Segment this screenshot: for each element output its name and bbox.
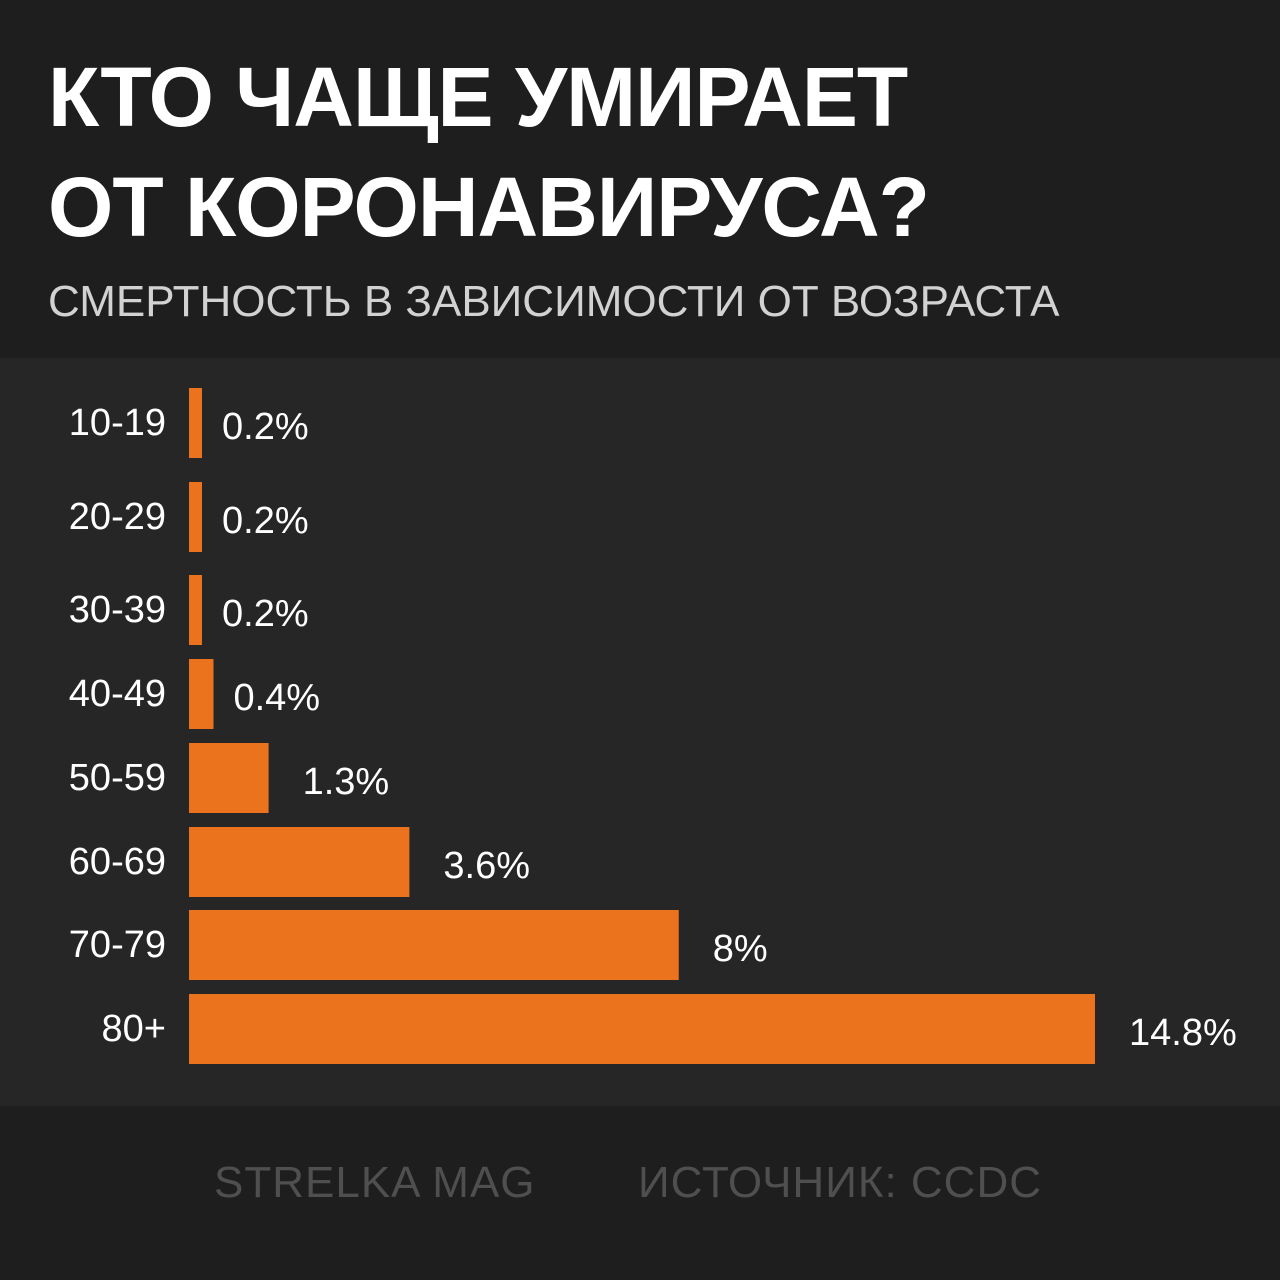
value-label: 8% xyxy=(713,928,768,970)
bar-40-49 xyxy=(189,659,214,729)
page-title: КТО ЧАЩЕ УМИРАЕТ ОТ КОРОНАВИРУСА? xyxy=(48,42,1228,262)
bar-10-19 xyxy=(189,388,202,458)
category-label: 40-49 xyxy=(69,673,166,715)
value-label: 0.2% xyxy=(222,406,309,448)
bar-20-29 xyxy=(189,482,202,552)
category-label: 30-39 xyxy=(69,589,166,631)
footer: STRELKA MAG ИСТОЧНИК: CCDC xyxy=(0,1158,1280,1218)
title-line-2: ОТ КОРОНАВИРУСА? xyxy=(48,160,930,254)
category-label: 60-69 xyxy=(69,841,166,883)
category-label: 80+ xyxy=(102,1008,166,1050)
value-label: 1.3% xyxy=(303,761,390,803)
chart-panel: 10-19 0.2% 20-29 0.2% 30-39 0.2% 40-49 0.4% 50-5… xyxy=(0,358,1280,1106)
category-label: 70-79 xyxy=(69,924,166,966)
category-label: 20-29 xyxy=(69,496,166,538)
bar-80+ xyxy=(189,994,1095,1064)
source-label: ИСТОЧНИК: CCDC xyxy=(638,1158,1043,1207)
bar-60-69 xyxy=(189,827,410,897)
title-line-1: КТО ЧАЩЕ УМИРАЕТ xyxy=(48,50,908,144)
value-label: 0.4% xyxy=(233,677,320,719)
brand-label: STRELKA MAG xyxy=(214,1158,536,1207)
page-subtitle: СМЕРТНОСТЬ В ЗАВИСИМОСТИ ОТ ВОЗРАСТА xyxy=(48,277,1060,326)
value-label: 14.8% xyxy=(1129,1012,1237,1054)
value-label: 0.2% xyxy=(222,593,309,635)
bar-50-59 xyxy=(189,743,269,813)
bar-chart: 10-19 0.2% 20-29 0.2% 30-39 0.2% 40-49 0.4% 50-5… xyxy=(69,388,1237,1064)
bar-30-39 xyxy=(189,575,202,645)
value-label: 0.2% xyxy=(222,500,309,542)
category-label: 50-59 xyxy=(69,757,166,799)
category-label: 10-19 xyxy=(69,402,166,444)
value-label: 3.6% xyxy=(443,845,530,887)
bar-70-79 xyxy=(189,910,679,980)
